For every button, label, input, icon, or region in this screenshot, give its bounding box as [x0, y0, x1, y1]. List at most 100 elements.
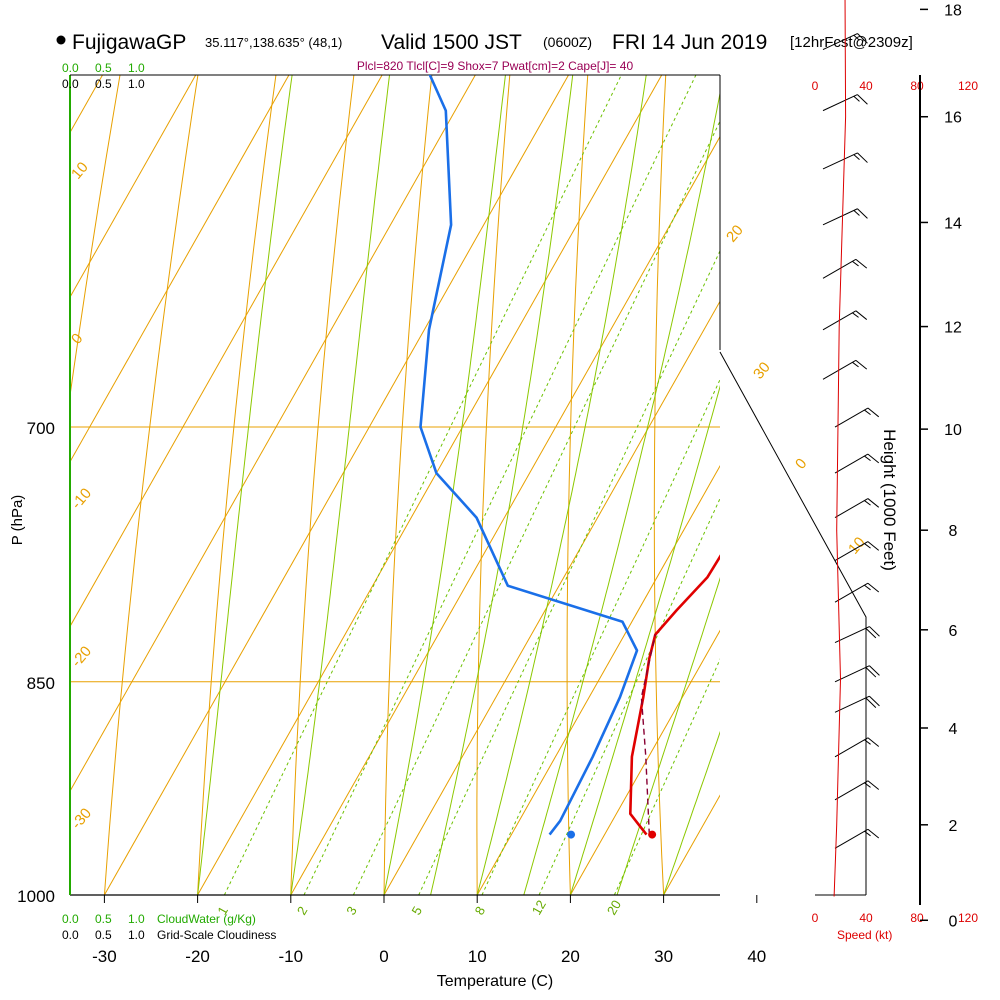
mixing-ratio-line: [613, 658, 720, 895]
wind-barb-full: [869, 626, 880, 637]
wind-barb-half: [864, 409, 871, 416]
isotherm-label: -20: [68, 643, 95, 671]
wind-barb-half: [864, 830, 871, 837]
cloud-scale-bottom: 0.0 0.5 1.0 CloudWater (g/Kg) 0.0 0.5 1.…: [62, 912, 276, 942]
height-tick-label: 10: [944, 422, 962, 439]
isotherm-line: [290, 135, 720, 895]
wind-barb-half: [853, 154, 860, 161]
wind-barb-full: [867, 407, 880, 418]
wind-barb-staff: [822, 208, 858, 226]
wind-barb-full: [867, 780, 880, 790]
cloudiness-tick-top: 0.0: [62, 77, 79, 91]
wind-barb-staff: [834, 737, 869, 758]
x-tick-label: -10: [279, 947, 304, 966]
valid-date: FRI 14 Jun 2019: [612, 31, 767, 54]
isotherm-label: 0: [792, 455, 810, 472]
height-tick-label: 16: [944, 110, 962, 127]
speed-profile-line: [833, 0, 847, 897]
wind-barb-half: [853, 95, 860, 102]
wind-barb-half: [852, 312, 859, 318]
speed-tick-bottom: 40: [859, 911, 873, 925]
moist-adiabat-line: [523, 90, 720, 895]
height-tick-label: 14: [944, 215, 962, 232]
height-tick-label: 6: [949, 623, 958, 640]
speed-tick-bottom: 80: [910, 911, 924, 925]
isotherm-label: 10: [68, 159, 92, 183]
x-tick-label: 10: [468, 947, 487, 966]
wind-barb-staff: [834, 828, 869, 849]
wind-barb: [822, 152, 868, 170]
speed-label: Speed (kt): [837, 928, 892, 942]
dry-adiabat-line: [900, 0, 958, 959]
forecast-info: [12hrFcst@2309z]: [790, 34, 913, 51]
wind-barb-staff: [834, 626, 870, 644]
height-tick-label: 12: [944, 320, 962, 337]
wind-barb: [834, 407, 880, 428]
wind-barb-staff: [822, 33, 858, 51]
cloudwater-tick-top: 0.5: [95, 61, 112, 75]
wind-barb: [822, 258, 868, 279]
wind-barb: [822, 208, 868, 226]
wind-barb-staff: [822, 152, 858, 170]
mixing-ratio-label: 12: [529, 897, 549, 917]
cloudwater-tick-top: 1.0: [128, 61, 145, 75]
isotherm-line: [103, 75, 570, 895]
cloudwater-tick-top: 0.0: [62, 61, 79, 75]
cloudiness-tick-top: 1.0: [128, 77, 145, 91]
wind-barb: [834, 541, 880, 562]
wind-barb: [834, 665, 880, 683]
wind-barb-full: [857, 208, 868, 219]
dry-adiabat-line: [476, 75, 511, 895]
wind-barb-full: [865, 627, 877, 639]
wind-barb-full: [869, 695, 880, 707]
wind-barb: [834, 780, 880, 801]
wind-barb: [834, 737, 880, 758]
wind-barb-half: [864, 455, 871, 462]
cloudiness-tick-bottom: 1.0: [128, 928, 145, 942]
x-tick-label: 40: [747, 947, 766, 966]
dry-adiabat-line: [70, 75, 121, 400]
mixing-ratio-label: 8: [472, 904, 489, 918]
series-layer: [419, 75, 720, 839]
y-tick-label: 700: [27, 419, 55, 438]
wind-barb-half: [852, 260, 859, 267]
wind-barb-full: [857, 94, 868, 105]
isotherm-line: [757, 0, 1000, 895]
height-axis-label: Height (1000 Feet): [880, 429, 899, 571]
wind-barb: [822, 310, 868, 331]
cloudwater-label: CloudWater (g/Kg): [157, 912, 256, 926]
wind-barb-half: [864, 584, 871, 591]
wind-barb-half: [852, 361, 859, 368]
wind-barb-staff: [834, 407, 869, 428]
dry-adiabat-line: [197, 75, 277, 895]
station-marker-icon: [56, 35, 66, 45]
axes-labels: 2503004005007008501000-30-20-10010203040…: [9, 419, 766, 990]
cloudwater-tick-bottom: 0.0: [62, 912, 79, 926]
isotherm-line: [569, 629, 720, 895]
isotherm-line: [197, 75, 663, 895]
height-tick-label: 8: [949, 523, 958, 540]
mixing-ratio-label: 3: [343, 904, 360, 918]
series-temperature-line: [628, 554, 720, 836]
y-tick-label: 850: [27, 674, 55, 693]
speed-tick-top: 40: [859, 79, 873, 93]
cloudiness-tick-top: 0.5: [95, 77, 112, 91]
wind-barb-half: [864, 543, 871, 549]
isotherm-label: 20: [723, 222, 747, 246]
dry-adiabat-line: [977, 0, 1000, 959]
dry-adiabat-line: [383, 75, 433, 895]
speed-tick-top: 80: [910, 79, 924, 93]
isotherm-line: [850, 0, 1000, 895]
wind-barb-full: [855, 359, 868, 370]
mixing-ratio-label: 2: [294, 904, 311, 918]
terrain-boundary: [719, 351, 867, 895]
speed-tick-bottom: 0: [812, 911, 819, 925]
wind-barb-staff: [834, 541, 869, 562]
mixing-ratio-line: [352, 119, 720, 895]
utc-time: (0600Z): [543, 34, 592, 50]
moist-adiabat-line: [383, 75, 506, 895]
station-coords: 35.117°,138.635° (48,1): [205, 35, 342, 50]
height-tick-label: 4: [949, 721, 958, 738]
dry-adiabat-line: [103, 75, 199, 895]
